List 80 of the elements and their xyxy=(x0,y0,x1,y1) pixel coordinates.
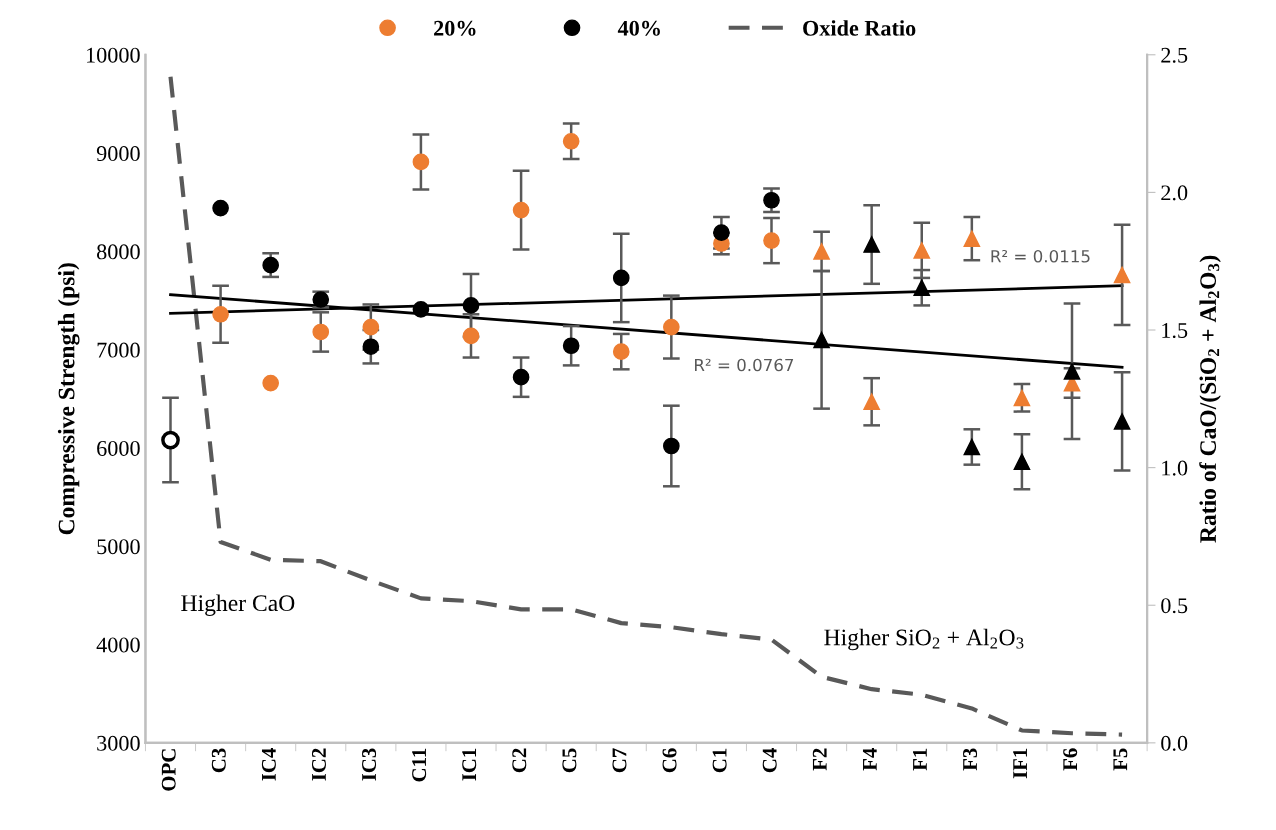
y-tick-label: 4000 xyxy=(96,637,140,653)
y-tick-label: 7000 xyxy=(97,342,140,358)
point xyxy=(262,374,280,392)
point xyxy=(1013,389,1031,407)
annotation: R² = 0.0767 xyxy=(695,358,794,372)
point xyxy=(1113,413,1131,430)
x-tick-label: C2 xyxy=(512,748,527,773)
point xyxy=(763,191,780,209)
legend-label: Oxide Ratio xyxy=(803,20,916,36)
point xyxy=(212,199,229,217)
point xyxy=(1013,453,1031,471)
x-tick-label: C1 xyxy=(712,748,727,773)
x-tick-label: F1 xyxy=(913,748,927,771)
point xyxy=(512,368,530,386)
point xyxy=(663,437,680,455)
y2-tick-label: 0.5 xyxy=(1161,598,1188,614)
y2-tick-label: 1.5 xyxy=(1162,323,1188,339)
point xyxy=(412,301,430,318)
x-tick-label: C11 xyxy=(412,748,427,782)
x-tick-label: F4 xyxy=(862,748,877,771)
annotation: R² = 0.0115 xyxy=(991,249,1090,263)
point xyxy=(562,337,580,355)
y2-tick-label: 1.0 xyxy=(1162,460,1188,476)
y-axis-title: Compressive Strength (psi) xyxy=(57,263,80,535)
x-tick-label: OPC xyxy=(161,749,176,791)
legend-label: 20% xyxy=(434,20,476,36)
x-tick-label: F5 xyxy=(1113,748,1128,771)
legend-label: 40% xyxy=(617,20,660,36)
point xyxy=(612,343,630,360)
point xyxy=(713,224,730,242)
point xyxy=(913,242,931,259)
y2-axis-title: Ratio of CaO/(SiO$_{2}$ + Al$_{2}$O$_{3}$) xyxy=(1199,255,1221,543)
point xyxy=(1063,362,1081,380)
x-tick-label: C7 xyxy=(612,748,627,773)
y-tick-label: 5000 xyxy=(97,539,140,555)
y-tick-label: 10000 xyxy=(87,47,140,63)
x-tick-label: C5 xyxy=(562,748,577,773)
point xyxy=(913,279,931,297)
point xyxy=(612,269,630,287)
x-tick-label: IC4 xyxy=(261,748,276,781)
x-tick-label: C6 xyxy=(662,748,677,773)
point xyxy=(1113,266,1131,284)
point xyxy=(562,132,580,150)
annotation: Higher CaO xyxy=(181,594,295,616)
point xyxy=(813,331,830,349)
point xyxy=(462,297,480,314)
point xyxy=(262,256,280,274)
x-tick-label: C4 xyxy=(762,748,777,773)
point xyxy=(362,318,380,336)
x-tick-label: IF1 xyxy=(1013,748,1027,779)
y2-tick-label: 2.5 xyxy=(1161,47,1188,63)
line-series xyxy=(168,74,1125,737)
point xyxy=(963,230,981,247)
x-tick-label: IC2 xyxy=(311,748,326,781)
y-tick-label: 8000 xyxy=(97,244,140,260)
x-tick-label: F3 xyxy=(963,748,978,771)
point xyxy=(212,305,229,323)
point xyxy=(362,338,380,356)
point xyxy=(161,430,180,450)
y-tick-label: 3000 xyxy=(97,735,140,751)
point xyxy=(863,393,881,411)
x-tick-label: IC1 xyxy=(462,748,477,781)
point xyxy=(663,318,680,336)
y-tick-label: 9000 xyxy=(96,146,140,161)
point xyxy=(312,323,330,341)
x-tick-label: C3 xyxy=(211,748,226,773)
point xyxy=(763,232,780,249)
y2-tick-label: 0.0 xyxy=(1161,735,1188,751)
point xyxy=(963,438,981,456)
y2-tick-label: 2.0 xyxy=(1161,185,1188,201)
point xyxy=(512,201,530,219)
x-tick-label: IC3 xyxy=(362,748,377,781)
point xyxy=(462,327,480,345)
x-tick-label: F2 xyxy=(812,748,827,771)
y-tick-label: 6000 xyxy=(97,440,140,456)
point xyxy=(412,153,430,171)
annotation: Higher SiO$_{2}$ + Al$_{2}$O$_{3}$ xyxy=(824,628,1024,651)
point xyxy=(863,236,881,253)
x-tick-label: F6 xyxy=(1063,748,1078,771)
point xyxy=(813,243,830,260)
